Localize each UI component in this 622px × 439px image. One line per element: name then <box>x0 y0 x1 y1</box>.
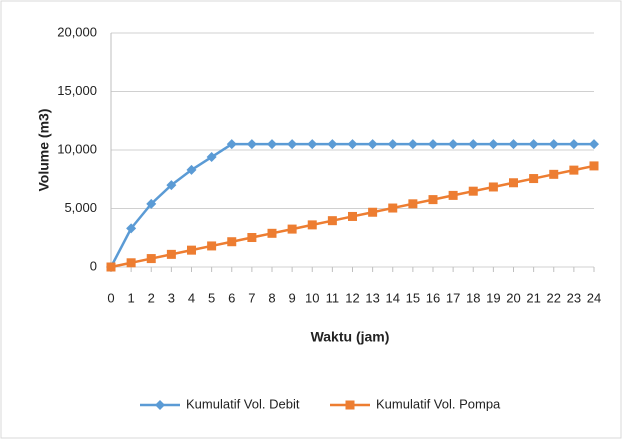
data-point <box>287 139 298 150</box>
data-point <box>468 186 478 196</box>
legend-marker <box>345 400 355 410</box>
data-point <box>448 139 459 150</box>
x-axis-title: Waktu (jam) <box>311 329 390 345</box>
x-tick-label: 5 <box>208 290 215 305</box>
data-point <box>146 254 156 264</box>
data-point <box>528 139 539 150</box>
data-point <box>206 152 217 163</box>
data-point <box>589 139 599 150</box>
data-point <box>529 174 539 184</box>
x-tick-label: 17 <box>446 290 460 305</box>
data-point <box>267 139 277 150</box>
x-tick-label: 3 <box>168 290 175 305</box>
x-tick-label: 11 <box>326 290 340 305</box>
data-point <box>267 228 277 238</box>
x-tick-label: 21 <box>526 290 540 305</box>
y-tick-label: 5,000 <box>64 200 97 215</box>
x-tick-label: 0 <box>107 290 114 305</box>
x-tick-label: 19 <box>486 290 500 305</box>
data-point <box>226 139 237 150</box>
legend-label: Kumulatif Vol. Debit <box>186 396 300 411</box>
data-point <box>548 139 559 150</box>
data-point <box>126 258 136 268</box>
legend-label: Kumulatif Vol. Pompa <box>376 396 501 411</box>
data-point <box>106 262 116 272</box>
data-point <box>568 139 579 150</box>
data-point <box>408 199 418 209</box>
data-point <box>347 139 358 150</box>
data-point <box>146 198 157 209</box>
data-point <box>166 249 176 259</box>
data-point <box>327 216 337 226</box>
y-tick-label: 15,000 <box>57 83 97 98</box>
data-point <box>468 139 479 150</box>
data-point <box>407 139 418 150</box>
x-tick-label: 7 <box>248 290 255 305</box>
x-tick-label: 6 <box>228 290 235 305</box>
data-point <box>569 165 579 175</box>
x-tick-label: 20 <box>506 290 520 305</box>
x-tick-label: 13 <box>365 290 379 305</box>
x-tick-label: 23 <box>567 290 581 305</box>
data-point <box>509 178 518 188</box>
x-tick-label: 8 <box>268 290 275 305</box>
data-point <box>488 139 499 150</box>
y-tick-label: 0 <box>90 258 97 273</box>
x-tick-label: 1 <box>128 290 135 305</box>
x-tick-label: 4 <box>188 290 195 305</box>
x-tick-label: 9 <box>289 290 296 305</box>
x-tick-label: 18 <box>466 290 480 305</box>
data-point <box>428 195 438 205</box>
data-point <box>166 180 177 191</box>
data-point <box>327 139 338 150</box>
data-point <box>367 139 378 150</box>
data-point <box>589 161 599 171</box>
x-tick-label: 22 <box>547 290 561 305</box>
data-point <box>227 237 237 247</box>
data-point <box>549 169 559 179</box>
data-point <box>428 139 438 150</box>
y-tick-label: 10,000 <box>57 141 97 156</box>
data-point <box>307 220 317 230</box>
data-point <box>387 139 398 150</box>
x-tick-label: 10 <box>305 290 319 305</box>
data-point <box>207 241 217 251</box>
legend-marker <box>155 400 165 410</box>
x-tick-label: 15 <box>406 290 420 305</box>
data-point <box>187 245 196 255</box>
data-point <box>448 190 458 200</box>
data-point <box>246 139 257 150</box>
data-point <box>186 164 197 175</box>
data-point <box>368 207 378 217</box>
data-point <box>348 211 357 221</box>
x-tick-label: 14 <box>386 290 400 305</box>
x-tick-label: 12 <box>345 290 359 305</box>
y-axis-title: Volume (m3) <box>36 109 52 192</box>
data-point <box>307 139 318 150</box>
x-tick-label: 24 <box>587 290 601 305</box>
data-point <box>287 224 297 234</box>
data-point <box>388 203 398 213</box>
y-tick-label: 20,000 <box>57 24 97 39</box>
data-point <box>126 223 137 234</box>
data-point <box>488 182 498 192</box>
data-point <box>508 139 519 150</box>
x-tick-label: 2 <box>148 290 155 305</box>
x-tick-label: 16 <box>426 290 440 305</box>
data-point <box>247 233 257 243</box>
